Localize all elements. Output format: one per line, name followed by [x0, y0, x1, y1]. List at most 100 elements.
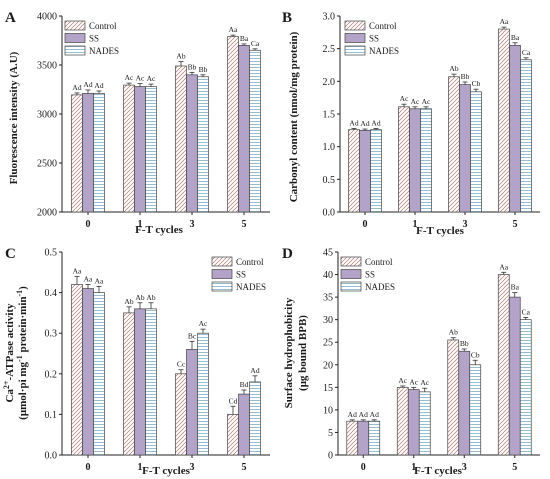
panel-c-ytick-label: 0.1: [45, 410, 58, 421]
panel-b-legend-label: NADES: [369, 46, 399, 56]
panel-d-bar-ss: [508, 296, 521, 456]
panel-d-bar-control: [346, 420, 359, 456]
panel-d-bar-ss: [357, 420, 370, 456]
panel-c-legend-swatch-nades: [211, 281, 233, 292]
panel-c-legend-label: NADES: [236, 282, 266, 292]
panel-d-ytick-label: 0: [328, 451, 333, 462]
panel-a-bar-ss: [186, 74, 198, 213]
panel-c-bar-nades: [197, 332, 209, 456]
panel-c-xtick-label: 3: [190, 462, 195, 473]
panel-d-sig-label: Ab: [449, 328, 458, 337]
panel-b-ytick-label: 0.5: [323, 175, 336, 186]
panel-d-bar-control: [447, 339, 460, 456]
panel-a-legend-swatch-ss: [64, 33, 86, 43]
panel-b-ylabel: Carbonyl content (nmol/mg protein): [288, 31, 300, 202]
panel-d-xtick-label: 1: [411, 462, 416, 473]
panel-c-bar-ss: [134, 308, 146, 456]
panel-d-sig-label: Ca: [522, 307, 531, 316]
panel-b-bar-nades: [420, 108, 432, 213]
panel-c-ytick-label: 0.4: [45, 288, 58, 299]
panel-a-sig-label: Bb: [188, 62, 197, 71]
panel-b-sig-label: Ba: [511, 33, 520, 42]
panel-b-xtick-label: 3: [463, 219, 468, 230]
panel-a-legend-label: SS: [89, 34, 99, 44]
panel-c-sig-label: Ad: [250, 366, 259, 375]
panel-c-legend-swatch-control: [211, 256, 233, 267]
panel-d-sig-label: Ad: [359, 410, 368, 419]
panel-b-sig-label: Ca: [522, 48, 531, 57]
panel-c-bar-nades: [249, 381, 261, 456]
panel-d-ytick-label: 10: [323, 405, 333, 416]
panel-b-bar-control: [348, 129, 360, 213]
panel-a-bar-control: [175, 65, 187, 213]
panel-c-bar-control: [71, 284, 83, 456]
panel-c-legend-label: SS: [236, 270, 246, 280]
panel-c-legend-swatch-ss: [211, 269, 233, 279]
panel-c-bar-ss: [238, 393, 250, 456]
panel-d-sig-label: Ba: [511, 283, 520, 292]
panel-a-ytick-label: 2000: [37, 208, 57, 219]
panel-c-sig-label: Aa: [95, 277, 104, 286]
panel-b-sig-label: Bb: [461, 72, 470, 81]
panel-d-bar-ss: [458, 350, 471, 456]
panel-c-sig-label: Cd: [229, 396, 238, 405]
panel-d-sig-label: Bb: [460, 339, 469, 348]
panel-b-sig-label: Ad: [360, 119, 369, 128]
panel-c-sig-label: Aa: [73, 266, 82, 275]
panel-b-ytick-label: 0.0: [323, 208, 336, 219]
panel-c-bar-control: [227, 414, 239, 456]
panel-d-legend-label: SS: [365, 270, 375, 280]
panel-d: D Surface hydrophobicity (μg bound BPB) …: [282, 246, 540, 477]
panel-b-bar-ss: [509, 45, 521, 213]
panel-d-ytick-label: 40: [323, 270, 333, 281]
panel-b-bar-ss: [359, 129, 371, 213]
panel-c-bar-ss: [82, 288, 94, 456]
panel-d-ytick-label: 15: [323, 383, 333, 394]
panel-b-ytick-label: 3.0: [323, 12, 336, 23]
panel-c-ytick-label: 0.2: [45, 369, 58, 380]
panel-a-bar-control: [123, 84, 135, 213]
panel-d-ytick-label: 35: [323, 293, 333, 304]
panel-d-letter: D: [282, 246, 293, 262]
panel-b-sig-label: Ad: [349, 118, 358, 127]
panel-d-ytick-label: 5: [328, 428, 333, 439]
panel-b-bar-nades: [370, 129, 382, 213]
panel-b-bar-nades: [470, 91, 482, 213]
panel-d-ylabel-line2: (μg bound BPB): [297, 315, 309, 391]
panel-d-sig-label: Ac: [398, 376, 407, 385]
panel-b-legend-label: Control: [369, 21, 397, 31]
panel-a-bar-ss: [134, 86, 146, 213]
panel-b-legend-label: SS: [369, 34, 379, 44]
panel-c-bar-ss: [186, 349, 198, 456]
panel-b-ytick-label: 1.5: [323, 110, 336, 121]
panel-c-xtick-label: 0: [86, 462, 91, 473]
panel-a-sig-label: Ab: [176, 52, 185, 61]
panel-b-sig-label: Ac: [422, 97, 431, 106]
panel-b-legend-swatch-control: [344, 20, 366, 31]
panel-a-xtick-label: 3: [190, 219, 195, 230]
panel-c-xtick-label: 1: [138, 462, 143, 473]
panel-b: B Carbonyl content (nmol/mg protein) F-T…: [282, 10, 540, 237]
panel-b-legend-swatch-ss: [344, 33, 366, 43]
panel-b-bar-ss: [409, 108, 421, 213]
panel-d-bar-control: [497, 274, 510, 456]
panel-a-sig-label: Ac: [136, 74, 145, 83]
panel-a-legend-swatch-control: [64, 20, 86, 31]
panel-b-ytick-label: 2.0: [323, 77, 336, 88]
panel-d-bar-nades: [368, 420, 381, 456]
panel-a-sig-label: Aa: [229, 25, 238, 34]
panel-b-bar-control: [498, 28, 510, 213]
panel-b-ytick-label: 1.0: [323, 142, 336, 153]
panel-d-xtick-label: 5: [512, 462, 517, 473]
panel-a-xtick-label: 1: [138, 219, 143, 230]
panel-c-sig-label: Bc: [188, 331, 197, 340]
panel-c-sig-label: Ab: [135, 293, 144, 302]
panel-a-letter: A: [5, 10, 16, 26]
panel-b-sig-label: Ac: [400, 94, 409, 103]
panel-b-sig-label: Ad: [371, 118, 380, 127]
panel-d-bar-nades: [519, 319, 532, 456]
panel-d-ytick-label: 20: [323, 360, 333, 371]
panel-a-sig-label: Bb: [199, 65, 208, 74]
panel-d-xtick-label: 0: [361, 462, 366, 473]
panel-d-bar-nades: [469, 364, 482, 456]
